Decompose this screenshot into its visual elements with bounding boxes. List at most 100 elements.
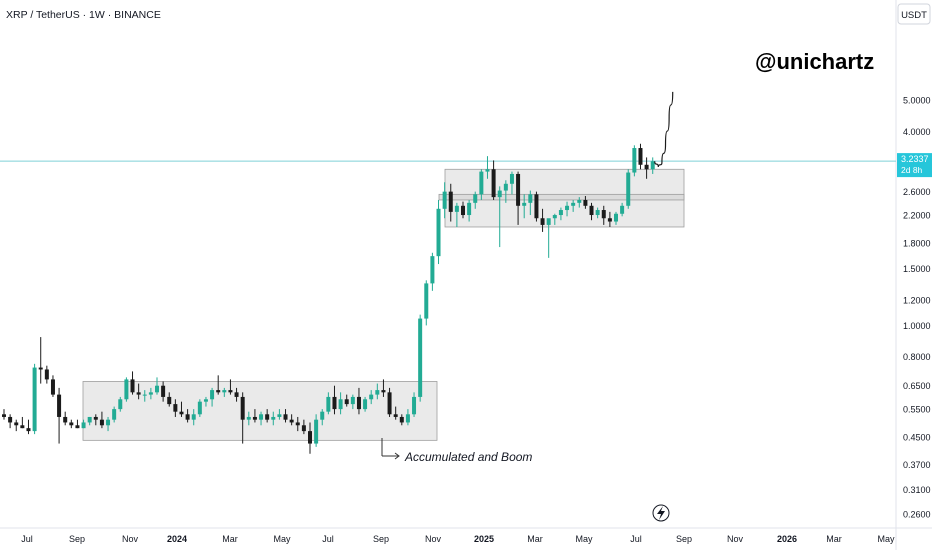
candles-layer[interactable] xyxy=(2,143,655,454)
candle[interactable] xyxy=(491,160,496,200)
candle[interactable] xyxy=(2,409,6,420)
candle[interactable] xyxy=(142,390,147,402)
candle[interactable] xyxy=(375,383,380,400)
candle[interactable] xyxy=(387,387,392,417)
candle[interactable] xyxy=(173,399,178,417)
candle[interactable] xyxy=(320,409,325,426)
candle[interactable] xyxy=(540,208,545,232)
candle[interactable] xyxy=(240,392,245,444)
candle[interactable] xyxy=(418,314,423,402)
candle[interactable] xyxy=(44,365,49,384)
candle[interactable] xyxy=(436,199,441,265)
candle[interactable] xyxy=(57,387,62,444)
candle[interactable] xyxy=(399,414,404,426)
candle[interactable] xyxy=(26,419,31,435)
candle[interactable] xyxy=(338,392,343,415)
candle[interactable] xyxy=(112,406,117,423)
candle[interactable] xyxy=(626,169,631,209)
candle[interactable] xyxy=(381,379,386,397)
candle[interactable] xyxy=(522,194,527,219)
candle[interactable] xyxy=(252,409,257,423)
candle[interactable] xyxy=(644,157,649,179)
candle[interactable] xyxy=(497,186,502,248)
candle[interactable] xyxy=(295,416,300,432)
candle[interactable] xyxy=(546,218,551,258)
candle[interactable] xyxy=(369,390,374,405)
candle[interactable] xyxy=(650,157,655,174)
candle[interactable] xyxy=(393,406,398,420)
currency-box[interactable] xyxy=(897,3,931,25)
candle[interactable] xyxy=(448,183,453,222)
candle[interactable] xyxy=(461,201,465,219)
candle[interactable] xyxy=(638,143,643,170)
candle[interactable] xyxy=(326,392,331,415)
candle[interactable] xyxy=(8,414,13,429)
time-axis[interactable]: Jul Sep Nov 2024 Mar May Jul Sep Nov 2025 Mar May Ju… xyxy=(21,534,895,544)
candle[interactable] xyxy=(124,377,129,402)
candle[interactable] xyxy=(118,396,123,412)
candle[interactable] xyxy=(301,419,306,435)
candle[interactable] xyxy=(509,171,514,195)
candle[interactable] xyxy=(565,201,570,217)
candle[interactable] xyxy=(442,182,447,219)
candle[interactable] xyxy=(216,375,221,395)
candle[interactable] xyxy=(277,409,282,420)
candle[interactable] xyxy=(38,337,43,384)
candle[interactable] xyxy=(412,392,417,417)
candle[interactable] xyxy=(179,401,184,417)
candle[interactable] xyxy=(632,145,637,177)
candle[interactable] xyxy=(210,387,215,407)
candle[interactable] xyxy=(528,190,533,216)
candle[interactable] xyxy=(148,387,153,400)
candle[interactable] xyxy=(63,411,68,426)
candle[interactable] xyxy=(222,387,227,397)
candle[interactable] xyxy=(50,375,55,397)
candle[interactable] xyxy=(467,199,472,222)
plot-area[interactable] xyxy=(0,0,896,528)
candle[interactable] xyxy=(136,383,141,400)
candle[interactable] xyxy=(516,171,521,225)
candle[interactable] xyxy=(246,411,251,426)
candle[interactable] xyxy=(130,371,135,395)
candle[interactable] xyxy=(87,416,92,426)
candle[interactable] xyxy=(485,156,490,179)
candle[interactable] xyxy=(552,213,557,225)
candle[interactable] xyxy=(185,409,190,423)
candle[interactable] xyxy=(161,381,166,402)
candle[interactable] xyxy=(20,416,25,429)
candle[interactable] xyxy=(167,392,172,407)
candle[interactable] xyxy=(234,387,239,402)
candle[interactable] xyxy=(430,252,435,291)
candle[interactable] xyxy=(332,385,337,415)
candle[interactable] xyxy=(99,411,104,429)
candle[interactable] xyxy=(191,409,196,426)
candle[interactable] xyxy=(558,207,563,221)
candle[interactable] xyxy=(308,422,312,454)
candle[interactable] xyxy=(503,180,508,203)
candle[interactable] xyxy=(534,191,539,222)
candle[interactable] xyxy=(607,211,612,227)
candle[interactable] xyxy=(595,207,600,219)
candle[interactable] xyxy=(75,419,80,429)
candle[interactable] xyxy=(601,205,606,225)
candle[interactable] xyxy=(405,409,410,426)
candle[interactable] xyxy=(259,411,264,426)
candle[interactable] xyxy=(473,191,478,209)
symbol-title[interactable]: XRP / TetherUS · 1W · BINANCE xyxy=(6,9,161,21)
candle[interactable] xyxy=(577,197,582,208)
candle[interactable] xyxy=(350,394,355,410)
candle[interactable] xyxy=(356,387,361,415)
candle[interactable] xyxy=(571,199,576,212)
candle[interactable] xyxy=(197,399,202,417)
candle[interactable] xyxy=(454,202,459,227)
candle[interactable] xyxy=(265,409,270,423)
candle[interactable] xyxy=(283,409,288,423)
price-axis[interactable]: 5.0000 4.0000 2.6000 2.2000 1.8000 1.5000 1.20… xyxy=(903,96,931,520)
candle[interactable] xyxy=(271,411,276,426)
candle[interactable] xyxy=(424,280,429,326)
candle[interactable] xyxy=(228,379,233,395)
lightning-icon[interactable] xyxy=(652,504,670,522)
candle[interactable] xyxy=(314,414,319,447)
candle[interactable] xyxy=(479,169,484,200)
